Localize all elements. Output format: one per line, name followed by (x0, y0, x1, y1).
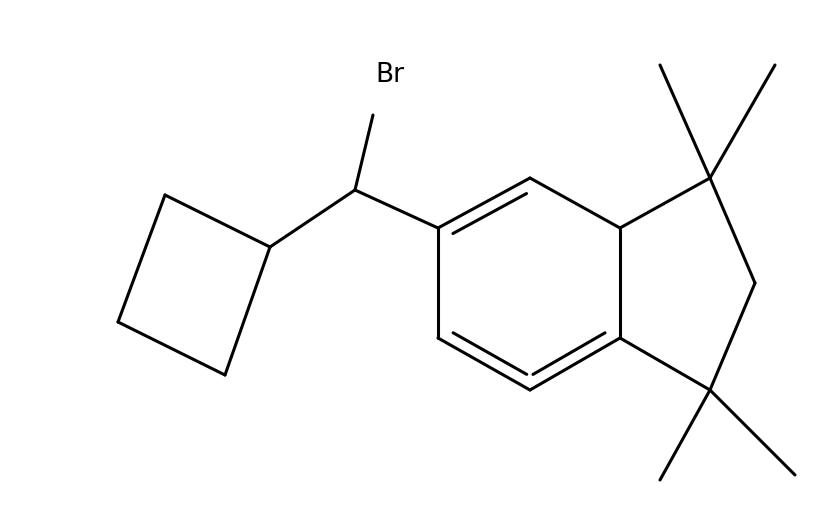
Text: Br: Br (376, 62, 405, 88)
